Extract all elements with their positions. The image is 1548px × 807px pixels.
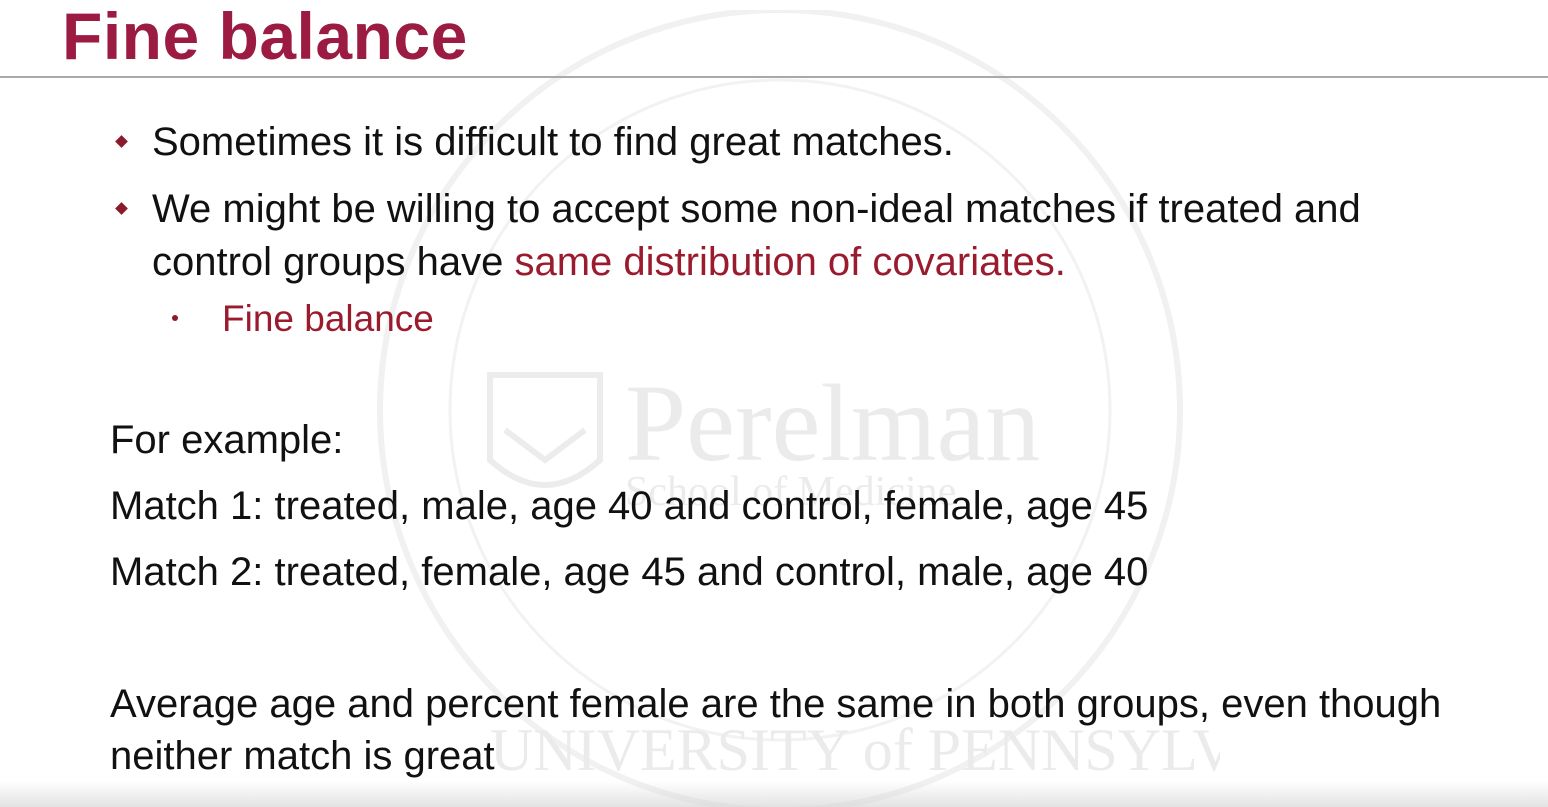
watermark-name: Perelman [625,362,1040,484]
bullet-2-text: We might be willing to accept some non-i… [152,187,1361,284]
title-divider [0,76,1548,78]
match-2-line: Match 2: treated, female, age 45 and con… [110,550,1149,594]
diamond-bullet-icon [115,202,128,215]
bottom-fade [0,781,1548,807]
sub-bullet-item: Fine balance [172,295,434,343]
shield-icon [487,372,603,488]
slide-title: Fine balance [62,0,468,73]
match-1-line: Match 1: treated, male, age 40 and contr… [110,484,1149,528]
bullet-item-2: We might be willing to accept some non-i… [110,183,1470,289]
bullet-1-text: Sometimes it is difficult to find great … [152,120,954,164]
diamond-bullet-icon [115,135,128,148]
example-label: For example: [110,418,344,462]
conclusion-text: Average age and percent female are the s… [110,682,1442,778]
bullet-list: Sometimes it is difficult to find great … [110,116,1470,303]
bullet-2-highlight: same distribution of covariates. [514,240,1066,284]
sub-bullet-text: Fine balance [222,298,434,339]
dot-bullet-icon [172,315,178,322]
bullet-item-1: Sometimes it is difficult to find great … [110,116,1470,169]
